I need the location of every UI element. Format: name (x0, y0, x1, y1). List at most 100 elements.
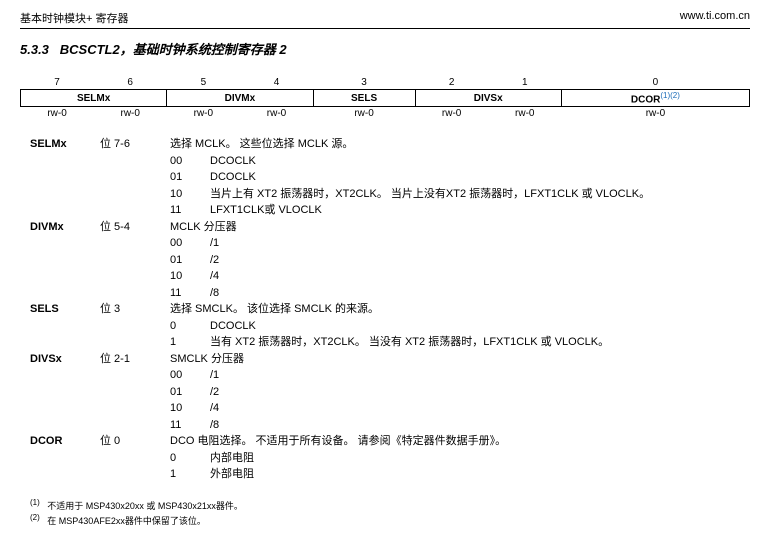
field-bits: 位 7-6 (100, 136, 170, 219)
field-descriptions: SELMx位 7-6选择 MCLK。 这些位选择 MCLK 源。00DCOCLK… (20, 136, 750, 483)
footnote-mark: (1) (30, 498, 40, 507)
field-block: SELS位 3选择 SMCLK。 该位选择 SMCLK 的来源。0DCOCLK1… (20, 301, 750, 351)
field-block: SELMx位 7-6选择 MCLK。 这些位选择 MCLK 源。00DCOCLK… (20, 136, 750, 219)
value-row: 00DCOCLK (170, 153, 750, 170)
value-code: 01 (170, 252, 210, 269)
value-desc: /8 (210, 417, 750, 434)
field-block: DIVSx位 2-1SMCLK 分压器00/101/210/411/8 (20, 351, 750, 434)
field-block: DCOR位 0DCO 电阻选择。 不适用于所有设备。 请参阅《特定器件数据手册》… (20, 433, 750, 483)
value-row: 01/2 (170, 252, 750, 269)
value-code: 00 (170, 153, 210, 170)
value-code: 10 (170, 186, 210, 203)
footnote: (2) 在 MSP430AFE2xx器件中保留了该位。 (30, 512, 750, 528)
field-body: DCO 电阻选择。 不适用于所有设备。 请参阅《特定器件数据手册》。0内部电阻1… (170, 433, 750, 483)
value-desc: DCOCLK (210, 318, 750, 335)
value-row: 00/1 (170, 367, 750, 384)
field-summary: 选择 MCLK。 这些位选择 MCLK 源。 (170, 136, 750, 153)
value-row: 10/4 (170, 400, 750, 417)
field-cell: SELS (313, 90, 415, 107)
value-row: 00/1 (170, 235, 750, 252)
value-code: 10 (170, 268, 210, 285)
value-row: 10当片上有 XT2 振荡器时，XT2CLK。 当片上没有XT2 振荡器时，LF… (170, 186, 750, 203)
value-desc: DCOCLK (210, 153, 750, 170)
value-desc: /4 (210, 400, 750, 417)
value-desc: /1 (210, 235, 750, 252)
rw-cell: rw-0 (488, 107, 561, 121)
value-row: 11/8 (170, 285, 750, 302)
value-row: 0DCOCLK (170, 318, 750, 335)
field-name: DCOR (20, 433, 100, 483)
value-code: 01 (170, 384, 210, 401)
rw-cell: rw-0 (240, 107, 313, 121)
field-body: MCLK 分压器00/101/210/411/8 (170, 219, 750, 302)
bit-number: 2 (415, 76, 488, 90)
footnote-mark: (2) (30, 513, 40, 522)
bit-number-row: 7 6 5 4 3 2 1 0 (21, 76, 750, 90)
value-code: 1 (170, 466, 210, 483)
footnote: (1) 不适用于 MSP430x20xx 或 MSP430x21xx器件。 (30, 497, 750, 513)
field-summary: SMCLK 分压器 (170, 351, 750, 368)
rw-cell: rw-0 (415, 107, 488, 121)
value-code: 0 (170, 450, 210, 467)
footnote-text: 不适用于 MSP430x20xx 或 MSP430x21xx器件。 (47, 501, 243, 511)
value-code: 00 (170, 367, 210, 384)
value-desc: DCOCLK (210, 169, 750, 186)
value-desc: LFXT1CLK或 VLOCLK (210, 202, 750, 219)
value-code: 11 (170, 202, 210, 219)
field-bits: 位 5-4 (100, 219, 170, 302)
field-summary: DCO 电阻选择。 不适用于所有设备。 请参阅《特定器件数据手册》。 (170, 433, 750, 450)
section-heading: 5.3.3 BCSCTL2，基础时钟系统控制寄存器 2 (20, 39, 750, 58)
value-desc: /1 (210, 367, 750, 384)
value-code: 11 (170, 285, 210, 302)
value-code: 01 (170, 169, 210, 186)
header-left: 基本时钟模块+ 寄存器 (20, 10, 128, 26)
value-code: 0 (170, 318, 210, 335)
value-code: 10 (170, 400, 210, 417)
bit-number: 5 (167, 76, 240, 90)
field-summary: MCLK 分压器 (170, 219, 750, 236)
footnote-text: 在 MSP430AFE2xx器件中保留了该位。 (47, 516, 206, 526)
field-bits: 位 0 (100, 433, 170, 483)
value-code: 1 (170, 334, 210, 351)
bit-number: 7 (21, 76, 94, 90)
value-code: 00 (170, 235, 210, 252)
field-block: DIVMx位 5-4MCLK 分压器00/101/210/411/8 (20, 219, 750, 302)
value-desc: /2 (210, 252, 750, 269)
rw-cell: rw-0 (94, 107, 167, 121)
value-desc: 当有 XT2 振荡器时，XT2CLK。 当没有 XT2 振荡器时，LFXT1CL… (210, 334, 750, 351)
field-bits: 位 2-1 (100, 351, 170, 434)
field-cell: SELMx (21, 90, 167, 107)
bit-field-row: SELMx DIVMx SELS DIVSx DCOR(1)(2) (21, 90, 750, 107)
value-desc: /2 (210, 384, 750, 401)
bit-number: 6 (94, 76, 167, 90)
header-right: www.ti.com.cn (680, 10, 750, 26)
register-bit-table: 7 6 5 4 3 2 1 0 SELMx DIVMx SELS DIVSx D… (20, 76, 750, 120)
value-row: 11/8 (170, 417, 750, 434)
bit-rw-row: rw-0 rw-0 rw-0 rw-0 rw-0 rw-0 rw-0 rw-0 (21, 107, 750, 121)
field-body: 选择 SMCLK。 该位选择 SMCLK 的来源。0DCOCLK1当有 XT2 … (170, 301, 750, 351)
field-name: SELS (20, 301, 100, 351)
value-desc: 外部电阻 (210, 466, 750, 483)
field-summary: 选择 SMCLK。 该位选择 SMCLK 的来源。 (170, 301, 750, 318)
footnotes: (1) 不适用于 MSP430x20xx 或 MSP430x21xx器件。 (2… (20, 497, 750, 528)
value-desc: /4 (210, 268, 750, 285)
value-row: 0内部电阻 (170, 450, 750, 467)
section-title: BCSCTL2，基础时钟系统控制寄存器 2 (60, 42, 287, 57)
field-name: DIVSx (20, 351, 100, 434)
field-cell: DIVMx (167, 90, 313, 107)
value-desc: 内部电阻 (210, 450, 750, 467)
field-cell: DIVSx (415, 90, 561, 107)
value-row: 01/2 (170, 384, 750, 401)
dcor-sup: (1)(2) (660, 91, 680, 100)
rw-cell: rw-0 (167, 107, 240, 121)
field-bits: 位 3 (100, 301, 170, 351)
value-row: 10/4 (170, 268, 750, 285)
value-row: 1外部电阻 (170, 466, 750, 483)
rw-cell: rw-0 (561, 107, 749, 121)
value-desc: /8 (210, 285, 750, 302)
bit-number: 1 (488, 76, 561, 90)
value-row: 01DCOCLK (170, 169, 750, 186)
section-number: 5.3.3 (20, 42, 49, 57)
bit-number: 3 (313, 76, 415, 90)
value-row: 1当有 XT2 振荡器时，XT2CLK。 当没有 XT2 振荡器时，LFXT1C… (170, 334, 750, 351)
